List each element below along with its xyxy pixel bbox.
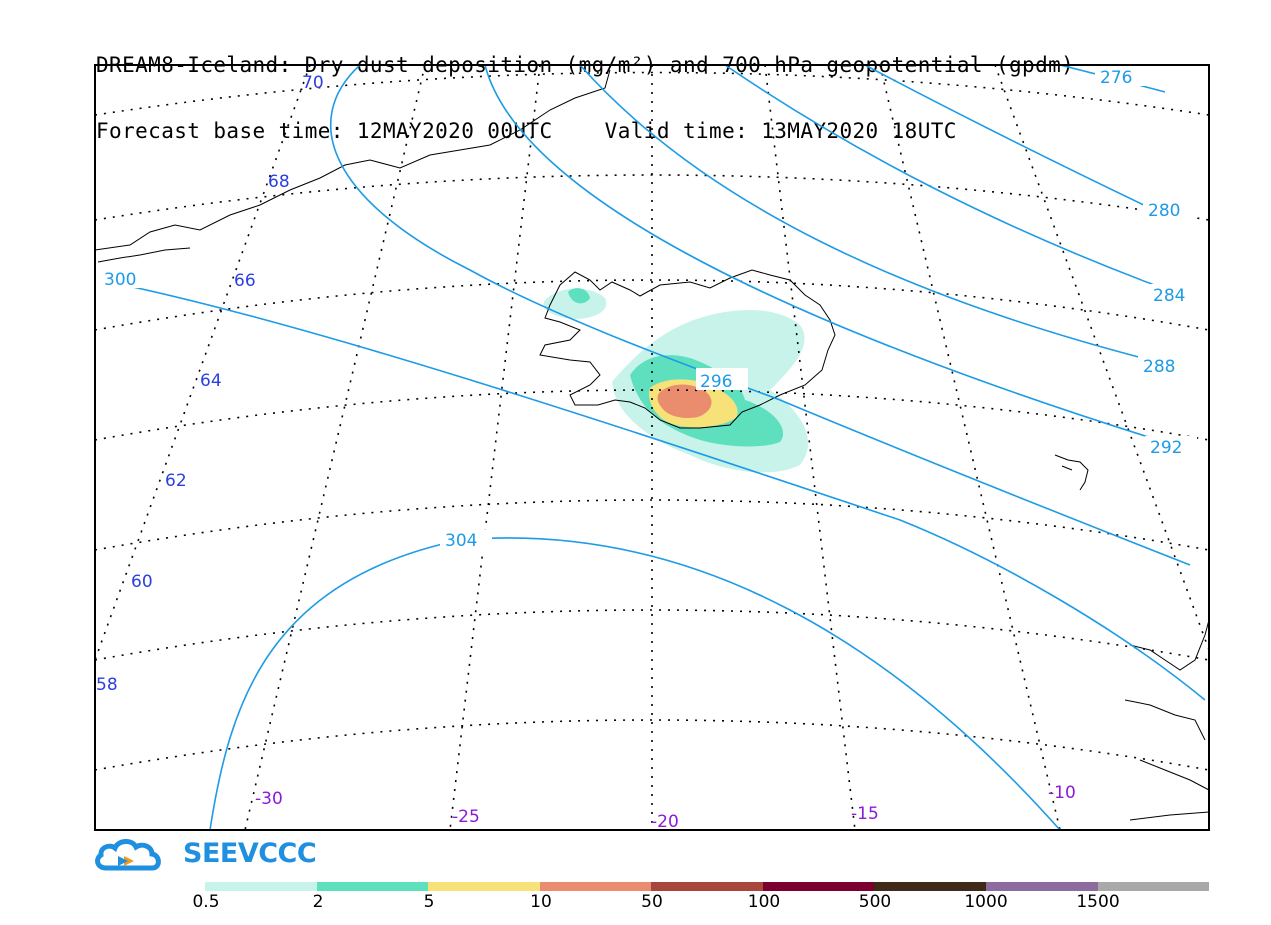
- legend-labels: 0.5 2 5 10 50 100 500 1000 1500: [0, 892, 1271, 916]
- dust-level-10: [657, 384, 712, 418]
- legend-swatch-100: [762, 882, 875, 891]
- coastlines: [95, 69, 1209, 821]
- legend-swatch-500: [874, 882, 986, 891]
- legend-swatch-0-5: [205, 882, 317, 891]
- contour-label-280: 280: [1148, 201, 1180, 221]
- contour-304: [209, 537, 1061, 830]
- legend-label-100: 100: [747, 892, 781, 912]
- map-area: [95, 65, 1209, 830]
- legend-swatch-1000: [985, 882, 1098, 891]
- lat-label-70: 70: [302, 73, 324, 93]
- contour-300: [99, 279, 1206, 701]
- contour-label-288: 288: [1143, 357, 1175, 377]
- contour-label-284: 284: [1153, 286, 1185, 306]
- meridian-35: [95, 65, 311, 661]
- legend-swatch-10: [539, 882, 652, 891]
- dust-deposition-field: [543, 288, 809, 473]
- lon-label-20: -20: [651, 812, 679, 832]
- parallel-62: [95, 499, 1209, 551]
- legend-label-50: 50: [641, 892, 663, 912]
- lon-label-25: -25: [452, 807, 480, 827]
- lat-label-58: 58: [96, 675, 118, 695]
- contour-label-304: 304: [445, 531, 477, 551]
- legend-label-1000: 1000: [964, 892, 1008, 912]
- contour-label-300: 300: [104, 270, 136, 290]
- contour-labels: 276 280 284 288 292 296 300 304: [100, 66, 1200, 551]
- lon-label-15: -15: [851, 804, 879, 824]
- meridian-10: [879, 65, 1061, 830]
- logo-text: SEEVCCC: [183, 838, 317, 869]
- contour-label-292: 292: [1150, 438, 1182, 458]
- legend-swatch-5: [428, 882, 540, 891]
- iceland-coast: [539, 269, 836, 429]
- lat-label-66: 66: [234, 271, 256, 291]
- legend-swatch-2: [316, 882, 429, 891]
- contour-280: [864, 65, 1151, 209]
- lat-label-60: 60: [131, 572, 153, 592]
- legend-label-2: 2: [312, 892, 324, 912]
- greenland-fjords: [97, 247, 191, 263]
- legend-label-500: 500: [858, 892, 892, 912]
- latitude-labels: 70 68 66 64 62 60 58: [96, 73, 324, 695]
- norway-coast: [1124, 619, 1209, 821]
- legend-label-0-5: 0.5: [192, 892, 220, 912]
- lon-label-30: -30: [255, 789, 283, 809]
- longitude-labels: -30 -25 -20 -15 -10: [255, 783, 1076, 832]
- contour-284: [724, 65, 1196, 301]
- legend-swatch-50: [651, 882, 763, 891]
- legend-swatch-1500: [1097, 882, 1210, 891]
- map-frame: [94, 64, 1210, 831]
- color-legend: [205, 882, 1210, 892]
- parallel-60: [95, 609, 1209, 661]
- parallel-58: [95, 719, 1209, 771]
- graticule: [95, 65, 1209, 830]
- dust-level-2-north: [568, 288, 590, 304]
- title-line-2: Forecast base time: 12MAY2020 00UTC Vali…: [96, 119, 957, 143]
- contour-292: [484, 65, 1191, 451]
- legend-label-1500: 1500: [1076, 892, 1120, 912]
- parallel-66: [95, 279, 1209, 331]
- parallel-70: [95, 71, 1209, 116]
- lat-label-64: 64: [200, 371, 222, 391]
- geopotential-contours: [99, 65, 1206, 830]
- faroe-islands: [1054, 454, 1089, 491]
- greenland-coast: [95, 69, 611, 251]
- lat-label-68: 68: [268, 172, 290, 192]
- lon-label-10: -10: [1048, 783, 1076, 803]
- legend-label-5: 5: [423, 892, 435, 912]
- contour-288: [579, 65, 1191, 371]
- cloud-icon: [95, 839, 161, 871]
- dust-level-0-5-north: [543, 288, 607, 319]
- contour-label-276: 276: [1100, 68, 1132, 88]
- parallel-68: [95, 174, 1209, 221]
- contour-label-296: 296: [700, 372, 732, 392]
- legend-label-10: 10: [530, 892, 552, 912]
- contour-296: [329, 65, 1191, 566]
- lat-label-62: 62: [165, 471, 187, 491]
